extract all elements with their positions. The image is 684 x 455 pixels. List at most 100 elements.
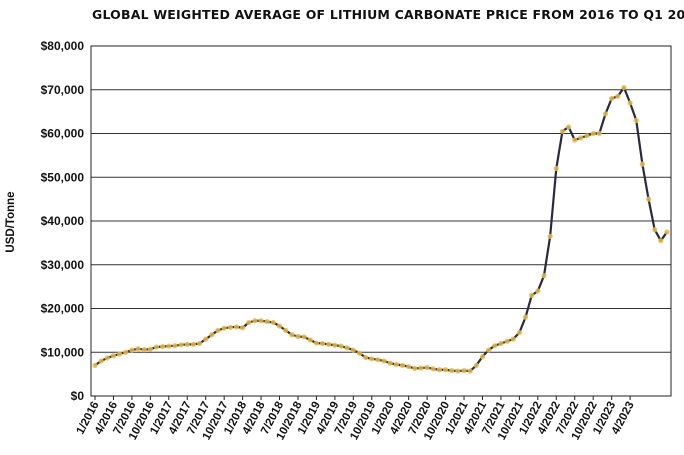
data-point <box>652 227 658 233</box>
data-point <box>215 327 221 333</box>
data-point <box>633 117 639 123</box>
data-point <box>350 347 356 353</box>
data-point <box>541 273 547 279</box>
chart-title: GLOBAL WEIGHTED AVERAGE OF LITHIUM CARBO… <box>92 7 684 22</box>
y-tick-label: $80,000 <box>41 39 85 53</box>
data-point <box>658 238 664 244</box>
data-point <box>98 358 104 364</box>
data-point <box>584 133 590 139</box>
data-point <box>473 362 479 368</box>
data-point <box>467 368 473 374</box>
y-tick-label: $40,000 <box>41 214 85 228</box>
y-tick-label: $20,000 <box>41 302 85 316</box>
y-axis-label: USD/Tonne <box>5 191 17 252</box>
data-point <box>510 336 516 342</box>
data-point <box>529 292 535 298</box>
data-point <box>516 329 522 336</box>
data-point <box>307 337 313 343</box>
data-point <box>455 368 461 374</box>
data-point <box>498 340 504 347</box>
series-line <box>94 86 668 373</box>
data-point <box>363 354 369 361</box>
data-point <box>559 128 566 134</box>
data-point <box>129 347 135 353</box>
data-point <box>492 343 498 349</box>
data-point <box>276 323 283 329</box>
data-point <box>399 362 406 368</box>
data-point <box>479 354 486 360</box>
y-tick-label: $30,000 <box>41 258 85 272</box>
data-point <box>369 356 375 362</box>
x-axis-ticks: 1/20164/20167/201610/20161/20174/20177/2… <box>75 396 637 442</box>
data-point <box>233 324 240 330</box>
data-point <box>381 358 387 364</box>
data-point <box>504 338 510 344</box>
plot-area <box>90 45 672 397</box>
y-tick-label: $50,000 <box>41 170 85 184</box>
data-point <box>522 314 529 320</box>
data-point <box>295 333 301 340</box>
data-point <box>436 367 443 373</box>
data-point <box>270 319 276 326</box>
data-point <box>196 340 203 347</box>
data-point <box>461 368 467 374</box>
data-point <box>104 355 110 361</box>
data-point <box>258 318 264 324</box>
data-point <box>664 229 670 235</box>
data-point <box>418 365 424 371</box>
data-point <box>178 342 184 348</box>
data-point <box>319 340 326 347</box>
data-point <box>190 341 197 347</box>
data-point <box>412 365 418 372</box>
data-point <box>110 353 117 359</box>
data-point <box>147 346 153 352</box>
data-point <box>590 130 596 137</box>
data-point <box>609 95 615 102</box>
data-point <box>572 137 578 143</box>
data-point <box>289 332 295 338</box>
data-point <box>246 319 252 326</box>
data-point <box>326 341 332 347</box>
data-point <box>565 124 572 130</box>
data-point <box>264 319 270 325</box>
data-point <box>424 364 430 371</box>
data-point <box>602 111 609 117</box>
data-point <box>547 233 553 239</box>
data-point <box>596 130 602 137</box>
data-point <box>332 342 338 348</box>
y-tick-label: $10,000 <box>41 345 85 359</box>
data-point <box>627 100 633 106</box>
data-point <box>123 349 129 355</box>
data-point <box>535 288 541 294</box>
data-point <box>240 325 246 331</box>
data-point <box>283 327 289 333</box>
data-point <box>645 196 652 202</box>
data-point <box>578 135 584 141</box>
data-point <box>615 93 621 99</box>
data-point <box>301 334 307 340</box>
y-tick-label: $60,000 <box>41 127 85 141</box>
data-point <box>227 324 233 330</box>
data-point <box>442 367 449 373</box>
data-point <box>430 366 436 372</box>
y-axis-ticks: $0 $10,000 $20,000 $30,000 $40,000 $50,000 $60… <box>41 39 85 403</box>
data-point <box>344 345 350 351</box>
data-point <box>153 344 160 350</box>
gridlines <box>91 89 671 353</box>
data-point <box>209 332 215 338</box>
data-point <box>203 336 209 342</box>
data-point <box>172 343 178 349</box>
data-point <box>141 347 147 353</box>
data-point <box>406 364 412 370</box>
data-point <box>393 361 399 368</box>
series-price <box>92 84 670 374</box>
data-point <box>92 362 98 368</box>
data-point <box>135 346 141 352</box>
data-point <box>375 357 381 363</box>
data-point <box>553 165 559 172</box>
data-point <box>338 343 344 349</box>
data-point <box>313 340 320 346</box>
data-point <box>166 343 172 349</box>
y-tick-label: $70,000 <box>41 83 85 97</box>
